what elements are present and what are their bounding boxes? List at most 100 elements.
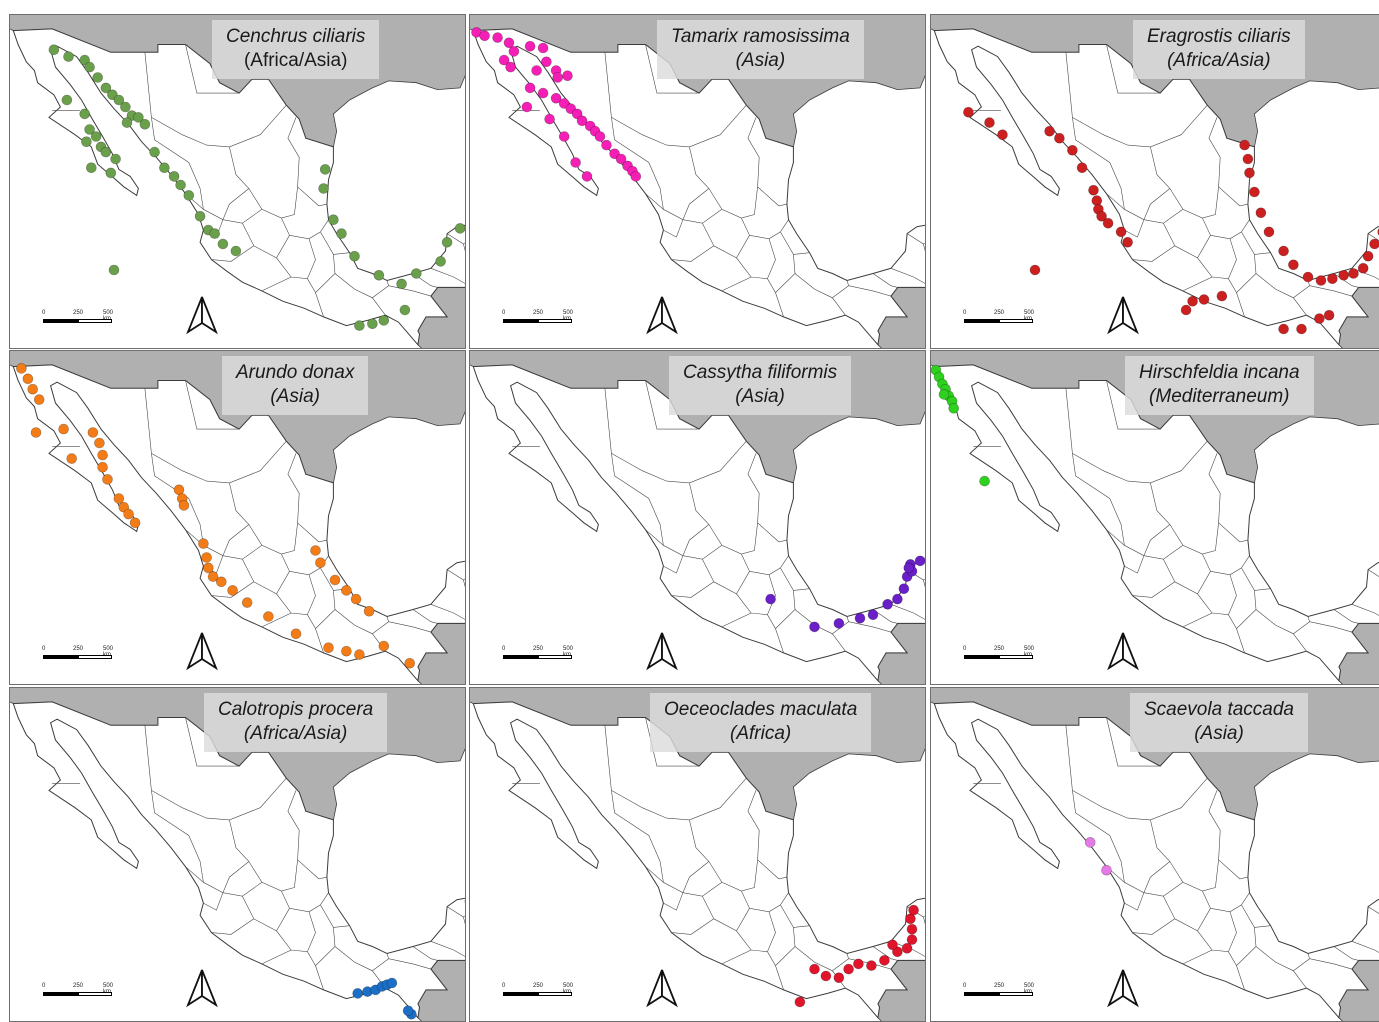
occurrence-point <box>168 171 180 182</box>
occurrence-point <box>66 453 78 464</box>
occurrence-point <box>521 101 533 113</box>
occurrence-point <box>354 320 365 331</box>
occurrence-point <box>1076 162 1088 173</box>
occurrence-point <box>367 318 378 330</box>
occurrence-point <box>1348 268 1359 279</box>
occurrence-point <box>1180 304 1192 316</box>
occurrence-point <box>94 437 105 449</box>
species-origin: (Asia) <box>1194 723 1244 744</box>
occurrence-point <box>906 934 918 945</box>
occurrence-point <box>328 214 339 225</box>
north-arrow-icon <box>1107 632 1139 671</box>
species-name: Cassytha filiformis <box>683 362 838 383</box>
north-arrow-icon <box>186 296 218 335</box>
occurrence-point <box>1327 273 1338 285</box>
occurrence-point <box>105 167 117 179</box>
occurrence-point <box>1244 167 1255 179</box>
scale-label-0: 0 <box>963 983 967 989</box>
occurrence-point <box>159 162 170 173</box>
occurrence-point <box>1101 864 1112 876</box>
north-arrow-icon <box>186 632 218 671</box>
occurrence-point <box>175 179 186 191</box>
mexico-outline <box>472 701 925 1019</box>
occurrence-point <box>290 628 302 640</box>
occurrence-point <box>524 82 536 94</box>
occurrence-point <box>914 555 925 567</box>
occurrence-point <box>227 585 238 596</box>
occurrence-point <box>809 963 820 975</box>
occurrence-point <box>81 136 92 147</box>
occurrence-point <box>201 552 212 563</box>
scale-label-250: 250 <box>994 983 1005 989</box>
occurrence-point <box>217 238 229 250</box>
species-name: Hirschfeldia incana <box>1139 362 1300 383</box>
occurrence-point <box>1296 323 1307 335</box>
occurrence-point <box>558 131 570 142</box>
occurrence-point <box>396 278 407 290</box>
occurrence-point <box>866 960 877 971</box>
occurrence-point <box>576 115 588 127</box>
occurrence-point <box>508 46 520 57</box>
occurrence-point <box>149 146 160 158</box>
scale-label-0: 0 <box>42 310 46 316</box>
scale-label-250: 250 <box>994 310 1005 316</box>
species-title-box: Calotropis procera (Africa/Asia) <box>204 693 388 752</box>
species-origin: (Africa) <box>730 723 792 744</box>
occurrence-point <box>454 223 465 234</box>
state-boundaries <box>973 44 1379 317</box>
occurrence-point <box>963 106 974 118</box>
scale-label-0: 0 <box>42 646 46 652</box>
occurrence-point <box>524 40 536 52</box>
occurrence-point <box>464 899 465 904</box>
occurrence-point <box>178 500 190 511</box>
occurrence-point <box>1067 145 1078 156</box>
occurrence-point <box>90 131 102 142</box>
occurrence-point <box>318 183 329 194</box>
occurrence-point <box>319 164 331 175</box>
scale-label-0: 0 <box>963 646 967 652</box>
occurrence-point <box>892 593 903 605</box>
occurrence-point <box>33 394 45 405</box>
occurrence-point <box>601 139 612 151</box>
occurrence-point <box>531 65 542 76</box>
species-name: Calotropis procera <box>218 699 374 720</box>
occurrence-point <box>1278 245 1289 257</box>
occurrence-point <box>833 618 845 629</box>
scale-label-250: 250 <box>533 983 544 989</box>
occurrence-point <box>765 593 776 605</box>
occurrence-point <box>410 268 422 279</box>
state-boundaries <box>973 717 1379 990</box>
occurrence-point <box>404 657 416 669</box>
occurrence-point <box>984 117 995 128</box>
scale-label-0: 0 <box>502 310 506 316</box>
occurrence-point <box>97 449 108 461</box>
occurrence-point <box>1198 294 1210 305</box>
scale-bar-white <box>78 319 112 323</box>
occurrence-point <box>133 112 144 123</box>
north-arrow-icon <box>646 969 678 1008</box>
occurrence-point <box>906 923 918 935</box>
occurrence-point <box>97 461 108 473</box>
occurrence-point <box>1362 250 1374 262</box>
mexico-outline <box>933 701 1379 1019</box>
occurrence-point <box>58 423 69 435</box>
occurrence-point <box>113 493 125 504</box>
occurrence-point <box>209 228 220 239</box>
occurrence-point <box>435 256 446 267</box>
species-name: Eragrostis ciliaris <box>1147 26 1291 47</box>
species-title-box: Hirschfeldia incana (Mediterraneum) <box>1125 356 1314 415</box>
occurrence-point <box>1242 153 1254 165</box>
occurrence-point <box>541 56 552 68</box>
occurrence-point <box>1084 837 1096 848</box>
occurrence-point <box>27 383 39 395</box>
occurrence-point <box>352 988 364 999</box>
species-origin: (Africa/Asia) <box>243 50 348 71</box>
occurrence-point <box>263 611 274 622</box>
scale-bar-black <box>964 319 999 323</box>
occurrence-point <box>183 190 195 201</box>
scale-bar-white <box>999 319 1033 323</box>
occurrence-point <box>86 162 97 173</box>
occurrence-point <box>867 609 879 621</box>
